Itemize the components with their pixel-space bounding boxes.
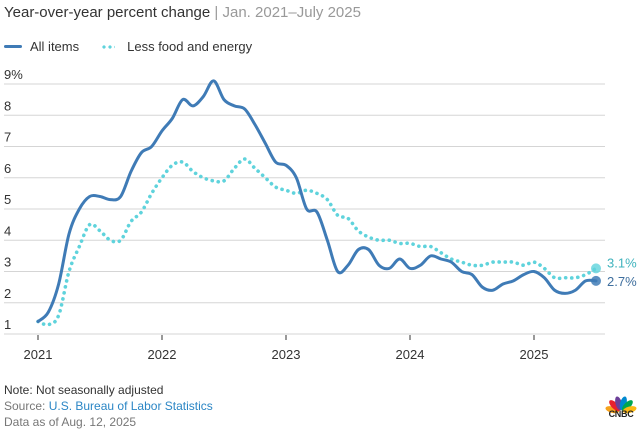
series-line-all-items [36,79,598,323]
source-link[interactable]: U.S. Bureau of Labor Statistics [48,399,213,413]
legend-label-all-items: All items [30,39,80,54]
cnbc-peacock-logo-icon [605,396,637,414]
y-tick-label: 5 [4,192,11,207]
x-tick-label: 2025 [520,347,549,362]
chart-title: Year-over-year percent change | Jan. 202… [4,4,361,21]
legend-item-all-items: All items [4,39,79,54]
footer-note: Note: Not seasonally adjusted [4,383,164,397]
footer-source: Source: U.S. Bureau of Labor Statistics [4,398,213,414]
end-labels: 3.1% 2.7% [607,255,637,289]
y-tick-label: 3 [4,255,11,270]
chart-title-separator: | [214,4,219,21]
x-tick-label: 2021 [24,347,53,362]
legend-item-core: Less food and energy [101,39,252,54]
footer-data-date: Data as of Aug. 12, 2025 [4,415,137,429]
end-marker-all-items [591,275,601,286]
y-tick-label: 4 [4,223,11,238]
y-tick-label: 8 [4,98,11,113]
series-group [36,79,601,327]
x-tick-label: 2024 [396,347,425,362]
logo-feather [622,406,637,414]
grid-lines [4,83,605,335]
y-tick-label: 2 [4,286,11,301]
legend-label-core: Less food and energy [127,39,253,54]
y-tick-label: 9% [4,67,23,82]
x-tick-label: 2023 [272,347,301,362]
y-tick-label: 6 [4,161,11,176]
y-tick-label: 1 [4,317,11,332]
series-line-core [36,157,598,327]
x-tick-label: 2022 [148,347,177,362]
line-chart: 1 2 3 4 5 6 7 8 9% 2021 2022 2023 2024 2025 3.1% 2.7% [4,67,637,362]
end-label-core: 3.1% [607,255,637,270]
source-prefix: Source: [4,399,49,413]
footer: Note: Not seasonally adjusted Source: U.… [4,382,213,430]
end-label-all-items: 2.7% [607,274,637,289]
logo-feather [621,400,633,412]
y-tick-label: 7 [4,130,11,145]
end-marker-core [591,263,601,274]
chart-subtitle: Jan. 2021–July 2025 [222,4,361,21]
cnbc-logo-text: CNBC [608,409,634,419]
logo-feather [609,400,621,412]
legend-solid-line-icon [4,45,22,48]
legend-dotted-line-icon [101,44,116,49]
chart-title-main: Year-over-year percent change [4,4,211,21]
legend: All items Less food and energy [4,39,274,54]
y-axis: 1 2 3 4 5 6 7 8 9% [4,67,23,332]
x-axis: 2021 2022 2023 2024 2025 [24,335,549,362]
